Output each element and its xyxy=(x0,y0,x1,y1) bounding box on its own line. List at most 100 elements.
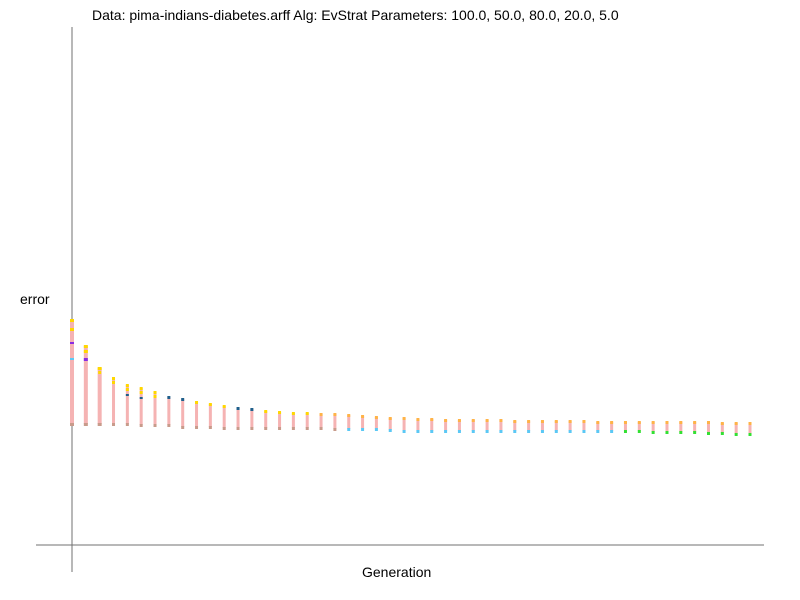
population-max-point xyxy=(596,421,600,424)
population-point xyxy=(70,342,74,344)
y-axis-label: error xyxy=(20,291,50,307)
population-min-point xyxy=(665,431,669,434)
population-min-point xyxy=(540,430,544,433)
population-min-point xyxy=(361,428,365,431)
population-min-point xyxy=(416,430,420,433)
population-column xyxy=(83,346,88,424)
population-max-point xyxy=(70,319,74,322)
population-max-point xyxy=(748,422,752,425)
population-min-point xyxy=(208,426,212,429)
population-max-point xyxy=(83,345,88,348)
population-point xyxy=(139,397,143,399)
population-max-point xyxy=(139,387,143,390)
population-min-point xyxy=(706,432,710,435)
population-column xyxy=(139,388,143,425)
x-axis-label: Generation xyxy=(362,564,432,580)
population-point xyxy=(125,388,129,391)
population-column xyxy=(706,422,710,433)
population-column xyxy=(734,423,738,434)
population-min-point xyxy=(720,432,724,435)
population-column xyxy=(319,414,323,428)
population-max-point xyxy=(195,401,199,404)
population-point xyxy=(70,358,74,360)
population-min-point xyxy=(568,430,572,433)
population-column xyxy=(291,413,295,428)
population-min-point xyxy=(637,430,641,433)
population-point xyxy=(83,358,88,361)
population-min-point xyxy=(222,427,226,430)
population-column xyxy=(568,421,572,431)
population-column xyxy=(748,423,752,434)
population-max-point xyxy=(679,421,683,424)
population-column xyxy=(402,418,406,431)
population-min-point xyxy=(596,430,600,433)
population-point xyxy=(139,391,143,394)
population-min-point xyxy=(388,429,392,432)
population-point xyxy=(83,350,88,353)
population-max-point xyxy=(734,422,738,425)
population-min-point xyxy=(125,423,129,426)
population-min-point xyxy=(181,426,185,429)
population-min-point xyxy=(444,430,448,433)
population-min-point xyxy=(333,428,337,431)
population-column xyxy=(637,422,641,431)
population-column xyxy=(374,417,378,429)
population-column xyxy=(430,419,434,431)
population-min-point xyxy=(305,427,309,430)
population-max-point xyxy=(693,421,697,424)
population-column xyxy=(679,422,683,432)
population-min-point xyxy=(582,430,586,433)
population-max-point xyxy=(250,408,254,411)
population-max-point xyxy=(444,419,448,422)
population-min-point xyxy=(278,427,282,430)
population-max-point xyxy=(361,415,365,418)
population-column xyxy=(181,399,185,427)
population-max-point xyxy=(208,403,212,406)
population-column xyxy=(651,422,655,432)
population-column xyxy=(361,416,365,429)
population-column xyxy=(250,409,254,428)
population-max-point xyxy=(333,413,337,416)
population-min-point xyxy=(70,423,74,426)
population-min-point xyxy=(651,431,655,434)
population-min-point xyxy=(748,433,752,436)
population-column xyxy=(305,413,309,428)
population-column xyxy=(527,421,531,431)
population-max-point xyxy=(485,419,489,422)
population-column xyxy=(195,402,199,427)
population-max-point xyxy=(471,419,475,422)
population-column xyxy=(499,420,503,431)
population-column xyxy=(665,422,669,432)
population-column xyxy=(471,420,475,431)
population-min-point xyxy=(693,431,697,434)
population-min-point xyxy=(471,430,475,433)
population-column xyxy=(167,397,171,425)
population-min-point xyxy=(734,433,738,436)
population-max-point xyxy=(430,418,434,421)
population-max-point xyxy=(416,418,420,421)
population-min-point xyxy=(195,426,199,429)
population-min-point xyxy=(347,428,351,431)
population-column xyxy=(333,414,337,429)
population-max-point xyxy=(457,419,461,422)
population-max-point xyxy=(554,420,558,423)
population-point xyxy=(98,371,102,374)
population-max-point xyxy=(222,405,226,408)
population-column xyxy=(582,421,586,431)
population-column xyxy=(112,378,116,424)
population-max-point xyxy=(153,391,157,394)
population-column xyxy=(264,411,268,428)
population-column xyxy=(457,420,461,431)
population-min-point xyxy=(402,430,406,433)
population-column xyxy=(513,421,517,431)
population-min-point xyxy=(457,430,461,433)
population-max-point xyxy=(97,367,102,370)
population-max-point xyxy=(623,421,627,424)
population-column xyxy=(596,422,600,431)
population-max-point xyxy=(167,396,171,399)
population-max-point xyxy=(388,417,392,420)
population-column xyxy=(388,418,392,430)
population-min-point xyxy=(139,424,143,427)
population-min-point xyxy=(430,430,434,433)
